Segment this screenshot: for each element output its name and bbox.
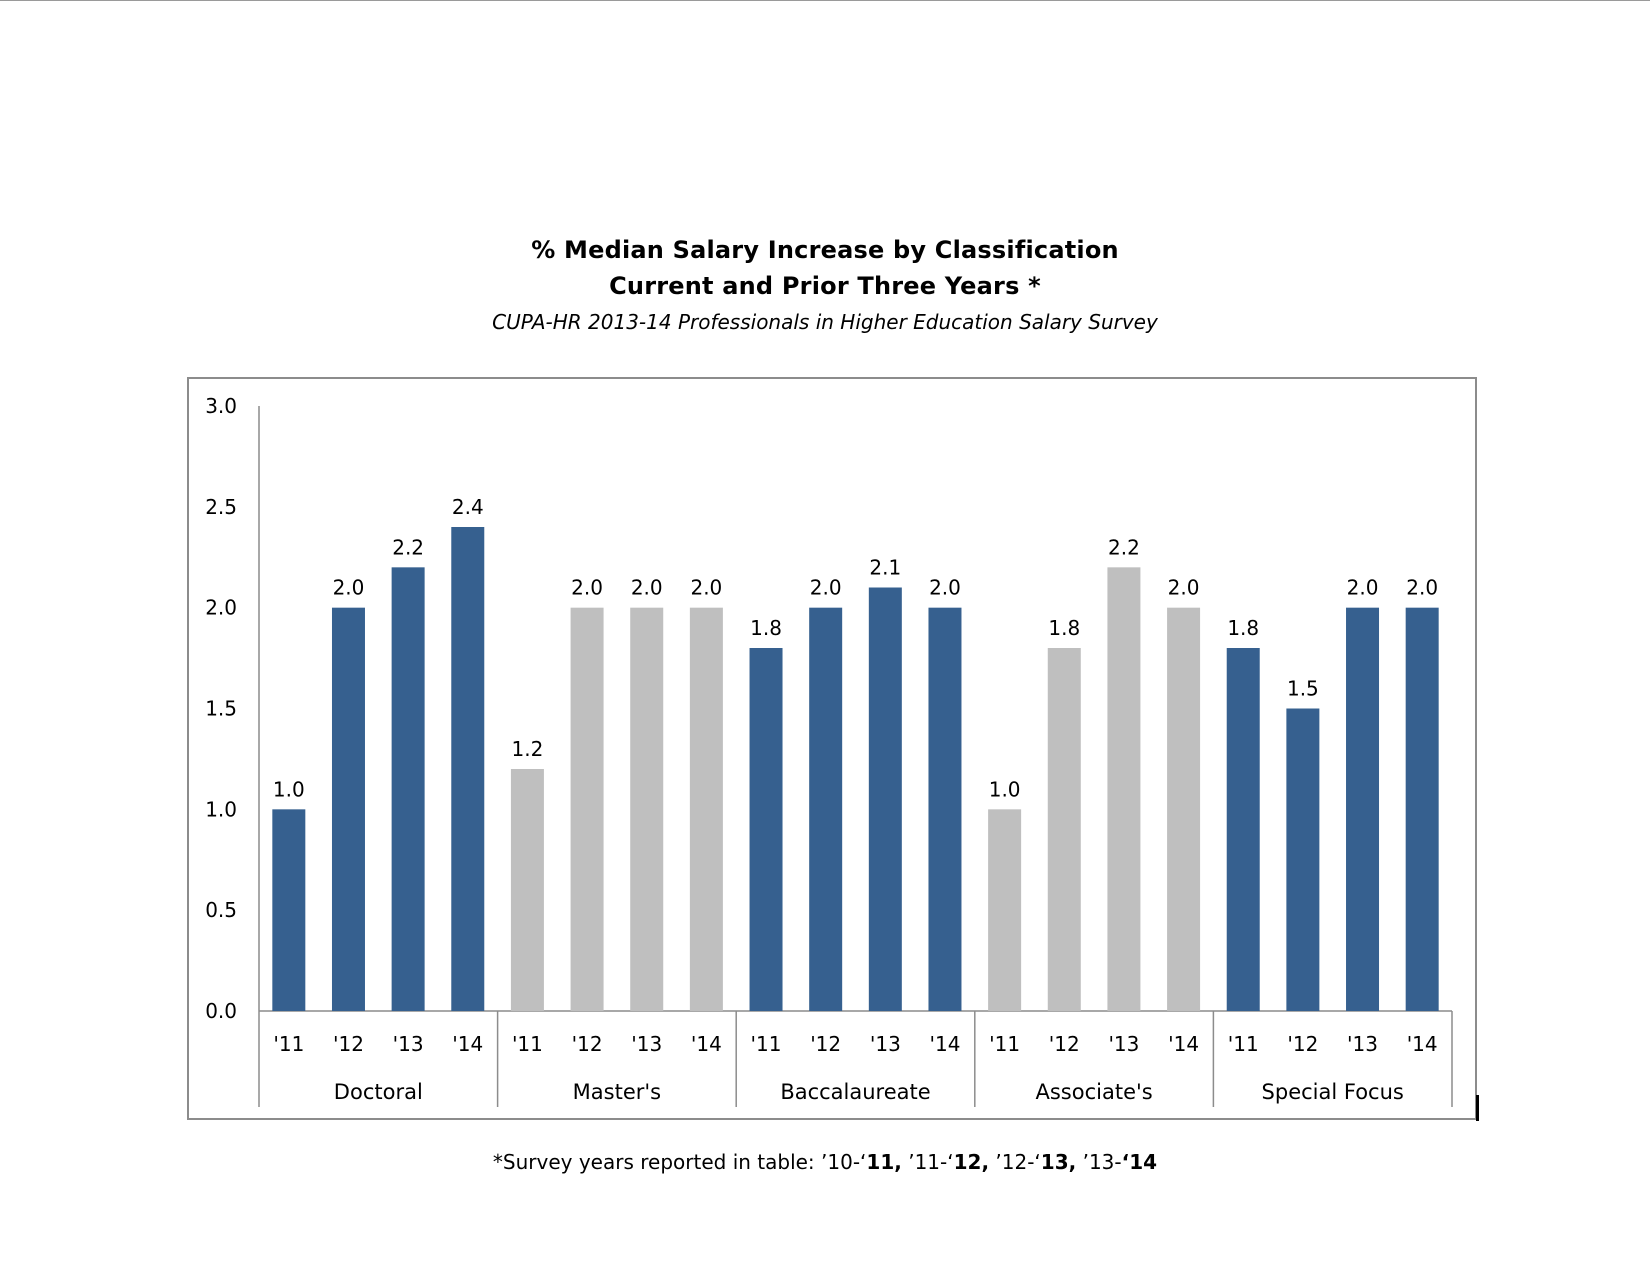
chart-frame [187, 377, 1477, 1120]
bar [1167, 607, 1201, 1011]
bar [928, 607, 962, 1011]
bar [391, 567, 425, 1011]
footnote-segment: 13, [1040, 1150, 1077, 1174]
bar [1405, 607, 1439, 1011]
x-tick-label: '12 [810, 1032, 841, 1056]
x-tick-label: '14 [929, 1032, 960, 1056]
data-label: 2.0 [333, 576, 365, 600]
x-tick-label: '13 [870, 1032, 901, 1056]
group-label: Baccalaureate [780, 1080, 930, 1104]
x-tick-label: '14 [1407, 1032, 1438, 1056]
x-tick-label: '12 [333, 1032, 364, 1056]
bar [868, 587, 902, 1011]
x-tick-label: '14 [691, 1032, 722, 1056]
chart-title-block: % Median Salary Increase by Classificati… [0, 232, 1650, 339]
bar [689, 607, 723, 1011]
footnote-segment: ‘14 [1121, 1150, 1158, 1174]
bar [570, 607, 604, 1011]
data-label: 2.4 [452, 495, 484, 519]
data-label: 1.8 [1048, 616, 1080, 640]
chart-title-line-1: % Median Salary Increase by Classificati… [531, 236, 1119, 264]
chart-title-line-2: Current and Prior Three Years * [609, 272, 1041, 300]
data-label: 1.5 [1287, 677, 1319, 701]
data-label: 2.0 [810, 576, 842, 600]
x-tick-label: '13 [631, 1032, 662, 1056]
group-label: Associate's [1035, 1080, 1152, 1104]
x-tick-label: '13 [1108, 1032, 1139, 1056]
footnote-segment: ’12-‘ [989, 1150, 1041, 1174]
x-tick-label: '12 [1287, 1032, 1318, 1056]
y-tick-label: 1.0 [205, 797, 237, 821]
chart-subtitle: CUPA-HR 2013-14 Professionals in Higher … [492, 310, 1158, 334]
group-label: Special Focus [1262, 1080, 1404, 1104]
data-label: 2.2 [392, 535, 424, 559]
y-tick-label: 2.0 [205, 596, 237, 620]
y-tick-label: 0.5 [205, 898, 237, 922]
bar [451, 527, 485, 1011]
bar [272, 809, 306, 1011]
data-label: 2.0 [1347, 576, 1379, 600]
bar [1346, 607, 1380, 1011]
y-tick-label: 1.5 [205, 697, 237, 721]
x-tick-label: '11 [512, 1032, 543, 1056]
x-tick-label: '14 [1168, 1032, 1199, 1056]
y-tick-label: 3.0 [205, 394, 237, 418]
x-tick-label: '12 [572, 1032, 603, 1056]
footnote-segment: 11, [866, 1150, 902, 1174]
bar [749, 648, 783, 1011]
data-label: 1.0 [273, 777, 305, 801]
data-label: 1.8 [750, 616, 782, 640]
data-label: 2.1 [869, 556, 901, 580]
data-label: 2.0 [690, 576, 722, 600]
data-label: 2.0 [929, 576, 961, 600]
frame-corner-mark [1476, 1095, 1479, 1121]
x-tick-label: '13 [393, 1032, 424, 1056]
footnote: *Survey years reported in table: ’10-‘11… [0, 1150, 1650, 1174]
footnote-segment: ’13- [1076, 1150, 1122, 1174]
x-tick-label: '13 [1347, 1032, 1378, 1056]
x-tick-label: '11 [273, 1032, 304, 1056]
footnote-star: * [492, 1150, 503, 1174]
bar [630, 607, 664, 1011]
data-label: 1.8 [1227, 616, 1259, 640]
footnote-segment: ’11-‘ [901, 1150, 954, 1174]
bar [1286, 708, 1320, 1011]
bar [331, 607, 365, 1011]
bar [1107, 567, 1141, 1011]
group-label: Doctoral [334, 1080, 423, 1104]
x-tick-label: '11 [989, 1032, 1020, 1056]
group-label: Master's [573, 1080, 661, 1104]
bar [988, 809, 1022, 1011]
data-label: 2.0 [1406, 576, 1438, 600]
bar [809, 607, 843, 1011]
footnote-segment: 12, [953, 1150, 990, 1174]
x-tick-label: '14 [452, 1032, 483, 1056]
bar [1226, 648, 1260, 1011]
y-tick-label: 2.5 [205, 495, 237, 519]
bar [1047, 648, 1081, 1011]
x-tick-label: '12 [1049, 1032, 1080, 1056]
footnote-text: Survey years reported in table: [502, 1150, 822, 1174]
data-label: 1.0 [989, 777, 1021, 801]
y-tick-label: 0.0 [205, 999, 237, 1023]
footnote-segment: ’10-‘ [821, 1150, 867, 1174]
top-border-line [0, 0, 1650, 1]
x-tick-label: '11 [751, 1032, 782, 1056]
data-label: 1.2 [512, 737, 544, 761]
data-label: 2.0 [631, 576, 663, 600]
data-label: 2.0 [1168, 576, 1200, 600]
x-tick-label: '11 [1228, 1032, 1259, 1056]
footnote-years: ’10-‘11, ’11-‘12, ’12-‘13, ’13-‘14 [821, 1150, 1157, 1174]
bar [510, 769, 544, 1011]
data-label: 2.0 [571, 576, 603, 600]
data-label: 2.2 [1108, 535, 1140, 559]
